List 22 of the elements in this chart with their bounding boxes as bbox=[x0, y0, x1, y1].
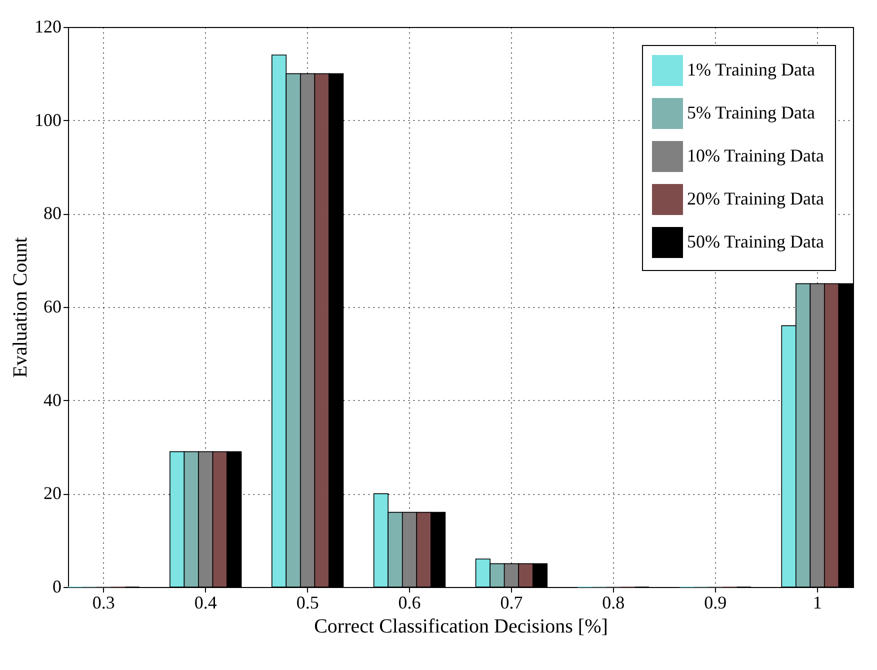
y-tick-label: 60 bbox=[44, 296, 62, 316]
x-tick-label: 0.6 bbox=[398, 592, 421, 612]
legend-label: 5% Training Data bbox=[687, 102, 816, 122]
legend-label: 20% Training Data bbox=[687, 188, 824, 208]
y-tick-label: 40 bbox=[44, 390, 62, 410]
x-tick-label: 1 bbox=[812, 592, 822, 612]
x-tick-label: 0.7 bbox=[500, 592, 523, 612]
y-tick-label: 80 bbox=[44, 203, 62, 224]
legend-label: 1% Training Data bbox=[687, 60, 816, 80]
y-tick-label: 100 bbox=[34, 110, 62, 130]
y-tick-label: 0 bbox=[52, 576, 62, 596]
x-tick-label: 0.3 bbox=[92, 592, 115, 612]
x-axis-title: Correct Classification Decisions [%] bbox=[314, 616, 608, 638]
y-tick-label: 120 bbox=[34, 16, 62, 36]
x-tick-label: 0.8 bbox=[602, 592, 625, 612]
x-tick-label: 0.9 bbox=[704, 592, 727, 612]
y-axis-title: Evaluation Count bbox=[10, 236, 32, 378]
legend-label: 10% Training Data bbox=[687, 146, 824, 166]
x-tick-label: 0.5 bbox=[296, 592, 319, 612]
x-tick-label: 0.4 bbox=[194, 592, 217, 612]
legend-label: 50% Training Data bbox=[687, 232, 824, 252]
y-tick-label: 20 bbox=[44, 483, 62, 504]
